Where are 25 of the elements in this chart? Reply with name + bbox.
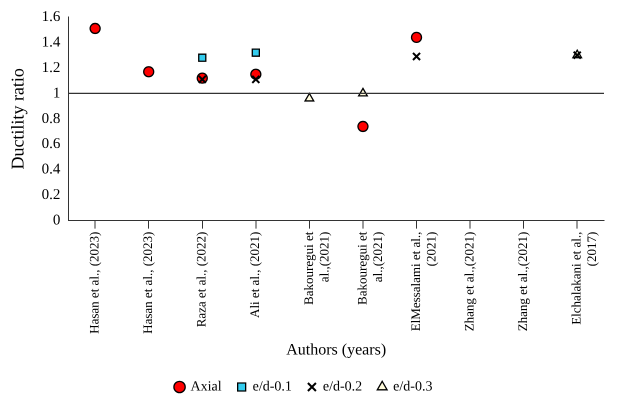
- x-tick-label: Bakouregui et al.,(2021): [300, 231, 332, 305]
- x-tick-label: Raza et al., (2022): [194, 232, 209, 328]
- legend-label: Axial: [190, 380, 222, 395]
- x-axis-title: Authors (years): [286, 342, 386, 359]
- x-tick-label: Bakouregui et al.,(2021): [354, 231, 385, 305]
- x-tick-label: Zhang et al.,(2021): [515, 232, 530, 332]
- x-tick-label: Hasan et al., (2023): [86, 232, 102, 334]
- x-tick-label: Elchalakani et al., (2017): [568, 232, 600, 325]
- y-axis-title: Ductility ratio: [8, 68, 28, 170]
- x-tick-label: Zhang et al.,(2021): [462, 232, 477, 332]
- y-tick-label: 0.4: [42, 162, 61, 178]
- y-tick-label: 0: [52, 212, 60, 229]
- legend-label: e/d-0.2: [322, 380, 362, 395]
- y-tick-label: 1.6: [42, 8, 61, 25]
- y-tick-label: 0.2: [42, 187, 60, 204]
- x-tick-label: Hasan et al., (2023): [140, 232, 156, 334]
- y-tick-label: 0.8: [42, 110, 60, 127]
- x-tick-label: ElMessalami et al., (2021): [408, 232, 439, 332]
- y-tick-label: 1.4: [42, 34, 61, 50]
- y-tick-label: 0.6: [42, 136, 61, 152]
- legend-label: e/d-0.3: [393, 380, 432, 395]
- x-tick-label: Ali et al., (2021): [247, 232, 262, 318]
- y-tick-label: 1: [52, 85, 60, 102]
- legend-label: e/d-0.1: [252, 380, 292, 395]
- y-tick-label: 1.2: [42, 60, 60, 76]
